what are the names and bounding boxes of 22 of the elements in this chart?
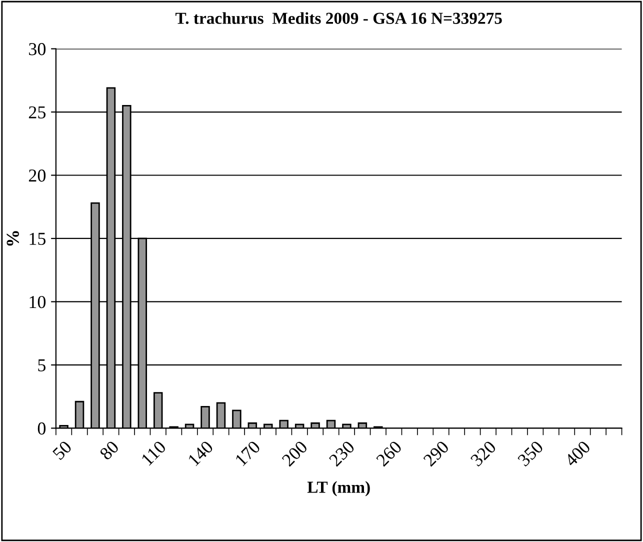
x-tick-label: 140	[188, 440, 214, 466]
x-axis-title: LT (mm)	[307, 481, 370, 496]
y-tick-label: 30	[29, 43, 46, 56]
x-tick-label: 350	[517, 440, 544, 467]
x-tick-label: 50	[52, 440, 72, 460]
y-tick-label: 0	[38, 422, 46, 435]
x-tick-label: 290	[422, 440, 450, 467]
x-tick-label: 320	[470, 440, 497, 467]
x-tick-label: 200	[281, 440, 308, 467]
x-tick-label: 170	[234, 440, 261, 466]
y-tick-label: 20	[28, 170, 46, 182]
y-tick-label: 25	[28, 106, 46, 118]
x-tick-label: 260	[376, 440, 402, 467]
y-tick-label: 5	[38, 359, 46, 372]
x-tick-label: 80	[99, 440, 120, 461]
x-tick-label: 400	[564, 440, 591, 468]
x-tick-label: 230	[328, 440, 356, 467]
y-axis-title: %	[6, 231, 19, 246]
y-tick-label: 15	[30, 232, 46, 245]
chart-title: T. trachurus Medits 2009 - GSA 16 N=339275	[175, 12, 502, 24]
x-tick-label: 110	[140, 440, 167, 466]
y-tick-label: 10	[30, 296, 46, 308]
